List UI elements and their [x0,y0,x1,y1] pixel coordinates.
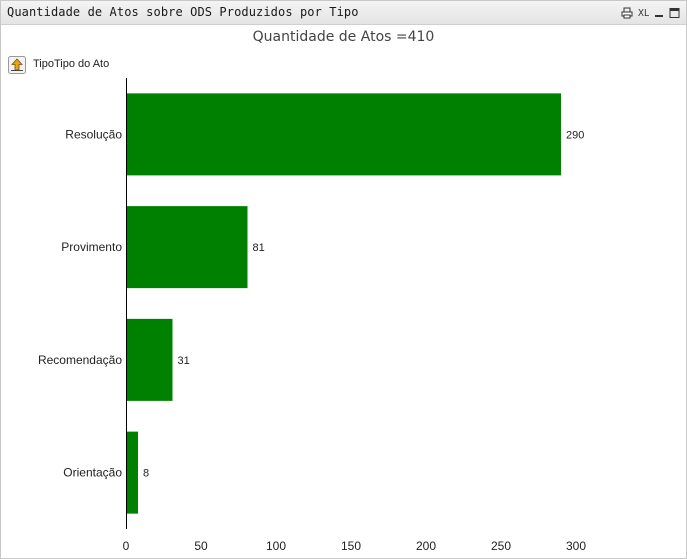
data-label: 290 [566,129,584,141]
bar-provimento[interactable] [126,206,248,289]
x-tick-label: 50 [194,539,208,553]
x-tick-label: 200 [416,539,436,553]
caption-icons: XL [621,5,680,21]
category-label: Orientação [63,466,122,480]
x-tick-label: 0 [123,539,130,553]
caption-title: Quantidade de Atos sobre ODS Produzidos … [7,5,359,19]
bar-orientação[interactable] [126,431,138,514]
x-tick-label: 300 [566,539,586,553]
category-label: Provimento [61,240,122,254]
caption-bar: Quantidade de Atos sobre ODS Produzidos … [1,1,686,25]
chart-title: Quantidade de Atos =410 [252,29,435,45]
category-label: Recomendação [38,353,122,367]
data-label: 31 [178,355,190,367]
print-icon[interactable] [621,6,633,20]
bar-recomendação[interactable] [126,318,173,401]
x-tick-label: 100 [266,539,286,553]
maximize-icon[interactable] [669,6,680,20]
drill-up-arrow-icon[interactable] [8,56,26,74]
excel-export-icon[interactable]: XL [637,7,649,19]
drill-label: TipoTipo do Ato [33,58,110,70]
data-label: 8 [143,468,149,480]
data-label: 81 [253,242,265,254]
minimize-icon[interactable] [654,6,664,20]
bar-resolução[interactable] [126,93,561,176]
x-tick-label: 150 [341,539,361,553]
x-tick-label: 250 [491,539,511,553]
category-label: Resolução [65,127,122,141]
